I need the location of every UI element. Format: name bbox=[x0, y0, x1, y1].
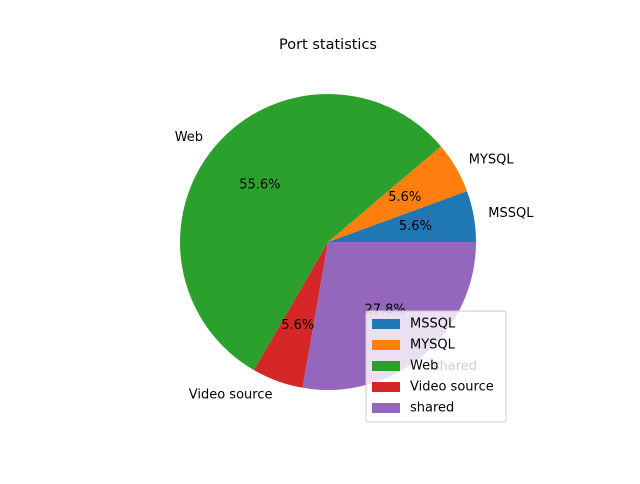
category-label-video-source: Video source bbox=[189, 388, 273, 403]
legend-label-mssql: MSSQL bbox=[410, 317, 456, 332]
percent-label-video-source: 5.6% bbox=[281, 318, 314, 333]
category-label-mssql: MSSQL bbox=[488, 206, 534, 221]
percent-label-web: 55.6% bbox=[239, 178, 280, 193]
legend-swatch-web bbox=[372, 361, 400, 371]
pie-slice-mysql bbox=[328, 146, 467, 242]
pie-slice-mssql bbox=[328, 191, 476, 242]
percent-labels: 5.6%5.6%55.6%5.6%27.8% bbox=[239, 178, 432, 333]
pie-slice-web bbox=[180, 94, 441, 371]
category-label-mysql: MYSQL bbox=[469, 153, 515, 168]
legend-swatch-shared bbox=[372, 403, 400, 413]
legend-label-mysql: MYSQL bbox=[410, 338, 456, 353]
legend-swatch-mssql bbox=[372, 319, 400, 329]
percent-label-mysql: 5.6% bbox=[388, 190, 421, 205]
legend-label-video-source: Video source bbox=[410, 380, 494, 395]
pie-slices bbox=[180, 94, 476, 391]
legend: MSSQL MYSQL Web Video source shared bbox=[365, 310, 507, 423]
pie-slice-video-source bbox=[254, 242, 328, 388]
legend-label-web: Web bbox=[410, 359, 438, 374]
legend-box bbox=[365, 310, 507, 423]
chart-title: Port statistics bbox=[279, 37, 377, 53]
legend-label-shared: shared bbox=[410, 401, 454, 416]
percent-label-mssql: 5.6% bbox=[399, 219, 432, 234]
legend-swatch-mysql bbox=[372, 340, 400, 350]
category-label-web: Web bbox=[175, 130, 203, 145]
legend-swatch-video-source bbox=[372, 382, 400, 392]
